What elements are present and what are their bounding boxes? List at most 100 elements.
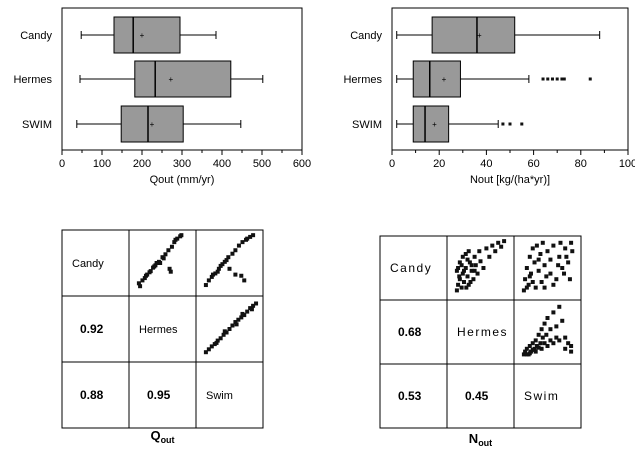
scatter-point (551, 341, 556, 346)
scatter-point (524, 266, 529, 270)
matrix-frame (379, 235, 582, 429)
diagonal-label: Candy (72, 258, 104, 270)
scatter-point (460, 254, 465, 259)
scatter-point (145, 272, 150, 277)
scatter-point (169, 244, 174, 249)
scatter-point (481, 266, 486, 270)
outlier-point (588, 77, 592, 81)
scatter-point (477, 249, 482, 254)
scatter-point (214, 340, 219, 345)
scatter-point (524, 352, 529, 357)
scatter-point (536, 257, 541, 262)
scatter-point (524, 346, 529, 351)
scatter-point (533, 349, 538, 354)
scatter-point (245, 309, 250, 314)
scatter-point (542, 285, 547, 290)
scatter-point (459, 263, 464, 268)
scatter-point (236, 317, 241, 322)
box (431, 16, 516, 54)
scatter-point (249, 307, 254, 312)
scatter-point (242, 278, 247, 283)
x-tick-label: 200 (133, 158, 151, 170)
scatter-point (221, 332, 226, 337)
scatter-point (521, 352, 526, 357)
scatter-point (478, 259, 483, 264)
scatter-point (530, 347, 535, 352)
outlier-point (508, 122, 512, 126)
correlation-value: 0.68 (398, 325, 422, 339)
box (120, 105, 184, 143)
scatter-point (472, 268, 477, 273)
scatter-point (254, 301, 259, 306)
scatter-point (138, 284, 143, 289)
scatter-point (233, 272, 238, 277)
scatter-point (460, 271, 465, 276)
outlier-point (550, 77, 554, 81)
scatter-point (563, 346, 568, 351)
outlier-point (546, 77, 550, 81)
scatter-point (542, 321, 547, 326)
scatter-point (136, 281, 141, 286)
scatter-point (203, 350, 208, 355)
scatter-point (551, 243, 556, 248)
mean-marker: + (432, 120, 437, 129)
scatter-point (554, 324, 559, 329)
outlier-point (501, 122, 505, 126)
outlier-point (541, 77, 545, 81)
caption-main: N (469, 431, 478, 446)
scatter-point (206, 278, 211, 283)
scatter-point (209, 274, 214, 279)
scatter-point (213, 271, 218, 276)
scatter-point (239, 315, 244, 320)
category-label: SWIM (22, 119, 52, 131)
x-tick-label: 0 (389, 158, 395, 170)
scatter-point (562, 271, 567, 276)
scatter-point (530, 341, 535, 346)
scatter-point (465, 274, 470, 279)
scatter-point (467, 260, 472, 265)
scatter-point (534, 243, 539, 248)
scatter-point (168, 269, 173, 274)
scatter-point (468, 280, 473, 284)
scatter-point (523, 349, 528, 354)
scatter-point (233, 248, 238, 253)
scatter-point (533, 285, 538, 290)
scatter-point (142, 276, 147, 281)
mean-marker: + (477, 31, 482, 40)
scatter-point (557, 304, 562, 309)
scatter-point (527, 344, 532, 348)
scatter-point (557, 338, 562, 343)
scatter-point (230, 323, 235, 328)
correlation-value: 0.92 (80, 322, 104, 336)
scatter-point (215, 338, 220, 343)
scatter-point (557, 254, 562, 259)
scatter-point (502, 239, 507, 244)
scatter-point (457, 277, 462, 282)
mean-marker: + (168, 75, 173, 84)
caption-subscript: out (478, 438, 492, 448)
scatter-point (236, 243, 241, 248)
scatter-point (499, 244, 504, 249)
box (134, 60, 232, 98)
category-label: Hermes (343, 74, 382, 86)
x-tick-label: 400 (213, 158, 231, 170)
mean-marker: + (442, 75, 447, 84)
scatter-point (544, 332, 549, 337)
scatter-point (566, 260, 571, 265)
x-tick-label: 100 (619, 158, 635, 170)
scatter-point (463, 252, 468, 256)
scatter-point (152, 264, 157, 269)
scatter-point (466, 249, 471, 254)
correlation-value: 0.88 (80, 388, 104, 402)
scatter-point (551, 310, 556, 315)
x-axis-label: Qout (mm/yr) (150, 174, 215, 186)
scatter-point (532, 260, 537, 265)
scatter-point (233, 320, 238, 325)
scatter-point (545, 249, 550, 254)
scatter-point (487, 254, 492, 259)
x-tick-label: 300 (173, 158, 191, 170)
scatter-point (554, 277, 559, 282)
scatter-point (569, 344, 574, 348)
scatter-point (542, 341, 547, 346)
scatter-point (167, 266, 172, 271)
